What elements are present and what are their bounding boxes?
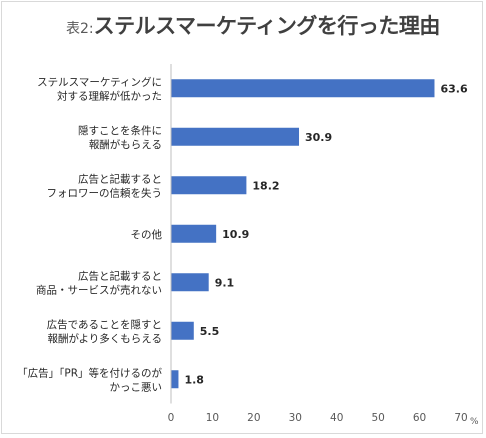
bar [171, 79, 435, 98]
category-label-line: 広告であることを隠すと [47, 318, 162, 331]
category-label-line: 対する理解が低かった [57, 89, 162, 102]
category-label-line: 商品・サービスが売れない [36, 283, 162, 296]
category-label: 隠すことを条件に報酬がもらえる [78, 124, 162, 151]
value-label: 63.6 [440, 82, 467, 95]
value-labels-group: 63.6 30.9 18.2 10.9 9.1 5.5 1.8 [184, 82, 468, 386]
value-label: 1.8 [184, 373, 204, 386]
bar [171, 321, 194, 340]
x-tick-label: 50 [371, 412, 384, 424]
x-tick-label: 10 [206, 412, 219, 424]
category-label-line: 報酬がより多くもらえる [48, 332, 162, 345]
x-axis-unit: % [470, 417, 479, 427]
value-label: 9.1 [215, 276, 235, 289]
category-label: 広告と記載すると商品・サービスが売れない [36, 269, 162, 296]
category-label-line: その他 [131, 228, 163, 241]
x-axis-ticks-group: 0 10 20 30 40 50 60 70 [168, 412, 468, 424]
category-label: 広告と記載するとフォロワーの信頼を失う [47, 172, 163, 199]
category-label-line: ステルスマーケティングに [37, 75, 162, 88]
chart-title-prefix: 表2: [66, 21, 94, 37]
category-label: その他 [131, 228, 163, 241]
category-label-line: かっこ悪い [110, 381, 163, 393]
category-label-line: 「広告」「PR」等を付けるのが [17, 366, 162, 379]
x-tick-label: 30 [289, 412, 302, 424]
chart-title: 表2: ステルスマーケティングを行った理由 [66, 10, 446, 40]
category-label: 「広告」「PR」等を付けるのがかっこ悪い [17, 366, 162, 393]
value-label: 18.2 [252, 179, 279, 192]
bar [171, 370, 179, 389]
category-label: ステルスマーケティングに対する理解が低かった [37, 75, 162, 102]
category-label-line: 広告と記載すると [78, 172, 162, 185]
value-label: 30.9 [305, 131, 332, 144]
value-label: 5.5 [200, 325, 220, 338]
bar [171, 176, 247, 195]
x-tick-label: 70 [454, 412, 467, 424]
category-labels-group: ステルスマーケティングに対する理解が低かった隠すことを条件に報酬がもらえる広告と… [17, 75, 162, 393]
bar [171, 224, 217, 243]
x-tick-label: 20 [247, 412, 260, 424]
bars-group [171, 79, 435, 389]
value-label: 10.9 [222, 228, 249, 241]
category-label-line: 隠すことを条件に [78, 124, 162, 137]
x-tick-label: 40 [330, 412, 343, 424]
category-label-line: 広告と記載すると [78, 269, 162, 282]
chart-title-text: ステルスマーケティングを行った理由 [93, 14, 441, 38]
category-label: 広告であることを隠すと報酬がより多くもらえる [47, 318, 162, 345]
category-label-line: フォロワーの信頼を失う [47, 186, 163, 199]
x-tick-label: 60 [413, 412, 426, 424]
bar [171, 127, 300, 146]
category-label-line: 報酬がもらえる [89, 138, 162, 151]
bar [171, 273, 209, 292]
x-tick-label: 0 [168, 412, 175, 424]
